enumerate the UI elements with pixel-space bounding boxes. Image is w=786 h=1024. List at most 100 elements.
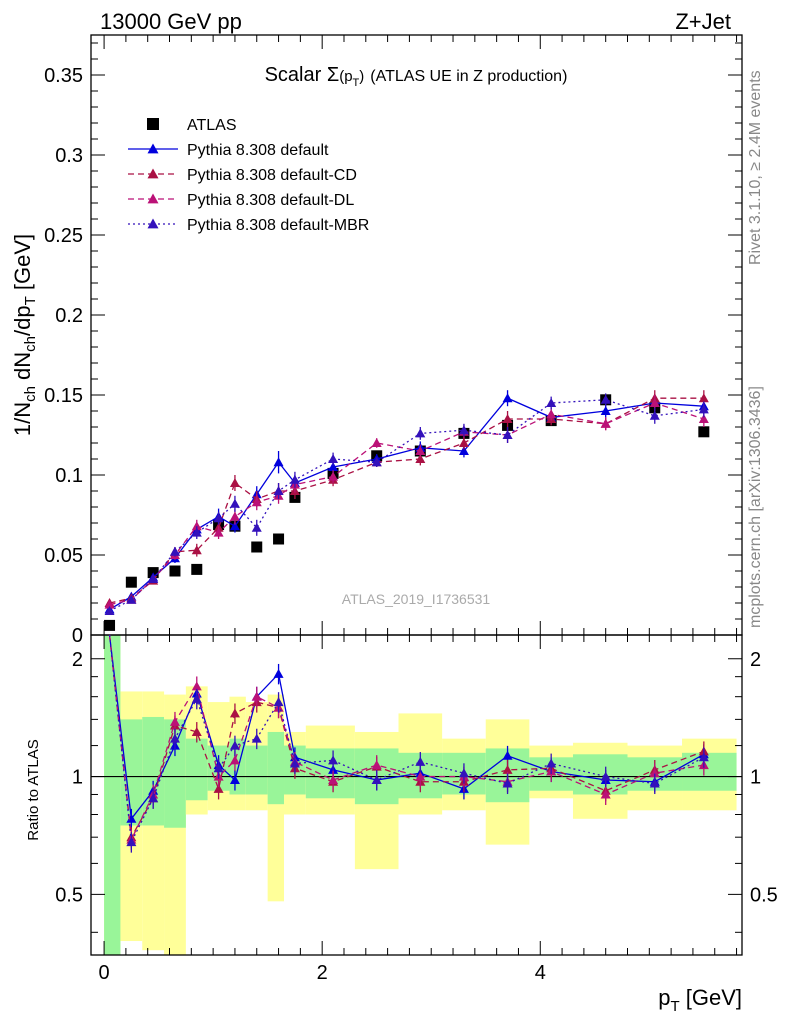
series-marker (546, 409, 557, 419)
y-tick-label: 0.35 (44, 65, 83, 87)
series-marker (502, 414, 513, 423)
series-marker (229, 511, 240, 521)
legend-entry: Pythia 8.308 default-MBR (187, 217, 369, 234)
series-marker (229, 478, 240, 487)
series-marker (415, 428, 426, 438)
series-marker (415, 446, 426, 455)
ratio-marker (229, 774, 240, 784)
ratio-band-green (120, 719, 143, 826)
ratio-marker (371, 774, 382, 784)
series-marker (328, 471, 339, 481)
ratio-band-green (164, 719, 186, 828)
ratio-marker (458, 768, 469, 778)
series-marker (328, 454, 339, 463)
ratio-marker (251, 691, 262, 701)
y-tick-label: 0 (72, 625, 83, 647)
series-line-main (109, 399, 704, 612)
series-marker (273, 457, 284, 467)
ratio-marker (502, 764, 513, 774)
series-marker (502, 393, 513, 403)
series-marker (191, 527, 202, 537)
ratio-marker (546, 758, 557, 768)
series-marker (698, 404, 709, 414)
atlas-data-point (125, 576, 137, 588)
ratio-marker (328, 755, 339, 765)
ratio-marker (600, 771, 611, 781)
ratio-band-green (572, 754, 628, 795)
series-marker (148, 574, 159, 583)
series-marker (458, 446, 469, 455)
ratio-marker (191, 726, 202, 736)
ratio-tick-label-right: 0.5 (750, 884, 778, 906)
ratio-marker (502, 778, 513, 788)
series-marker (251, 497, 262, 507)
ratio-marker (502, 750, 513, 760)
series-marker (126, 594, 137, 604)
analysis-watermark: ATLAS_2019_I1736531 (342, 591, 491, 607)
ratio-uncertainty-bands (91, 635, 742, 955)
series-marker (415, 454, 426, 463)
series-marker (458, 425, 469, 435)
ratio-marker (169, 716, 180, 726)
title-rest: (ATLAS UE in Z production) (370, 68, 567, 85)
series-marker (229, 498, 240, 508)
series-marker (546, 398, 557, 407)
ratio-tick-label: 2 (72, 649, 83, 671)
ratio-axes: 0.5 0.5 1 1 2 2 0 2 4 (55, 635, 778, 984)
atlas-data-point (191, 563, 203, 575)
ratio-tick-label: 0.5 (55, 884, 83, 906)
legend-marker (147, 218, 159, 229)
series-marker (371, 438, 382, 447)
ratio-band-green (185, 738, 208, 801)
series-marker (371, 457, 382, 467)
series-marker (698, 393, 709, 403)
legend-entry: Pythia 8.308 default-DL (187, 192, 354, 209)
ratio-marker (289, 758, 300, 768)
ratio-marker (229, 755, 240, 765)
main-series (104, 390, 710, 631)
ratio-band-green (682, 752, 737, 791)
atlas-data-point (698, 426, 710, 438)
ratio-marker (213, 763, 224, 773)
header-right-label: Z+Jet (675, 9, 731, 34)
x-axis-label: pT [GeV] (658, 985, 742, 1015)
ratio-marker (169, 733, 180, 743)
ratio-tick-label: 1 (72, 767, 83, 789)
ratio-band-green (104, 635, 121, 955)
ratio-marker (415, 771, 426, 781)
legend-marker (147, 168, 159, 179)
series-marker (213, 513, 224, 523)
main-axes: 0 0.05 0.1 0.15 0.2 0.25 0.3 0.35 (44, 35, 742, 647)
y-tick-label: 0.15 (44, 385, 83, 407)
ratio-marker (251, 733, 262, 743)
x-tick-label: 4 (535, 962, 546, 984)
ratio-marker (273, 697, 284, 707)
series-marker (649, 410, 660, 420)
y-tick-label: 0.25 (44, 225, 83, 247)
ratio-y-axis-label: Ratio to ATLAS (25, 739, 42, 840)
ratio-marker (415, 756, 426, 766)
ratio-marker (273, 668, 284, 678)
plot-title: Scalar Σ(pT) (ATLAS UE in Z production) (265, 64, 568, 89)
ratio-marker (229, 740, 240, 750)
x-tick-label: 2 (317, 962, 328, 984)
ratio-marker (213, 783, 224, 793)
y-tick-label: 0.05 (44, 545, 83, 567)
title-main: Scalar Σ (265, 64, 340, 86)
ratio-marker (148, 793, 159, 803)
ratio-marker (191, 693, 202, 703)
series-marker (229, 521, 240, 531)
mcplots-label: mcplots.cern.ch [arXiv:1306.3436] (747, 386, 764, 628)
series-marker (191, 545, 202, 555)
ratio-marker (328, 774, 339, 784)
rivet-version-label: Rivet 3.1.10, ≥ 2.4M events (747, 70, 764, 265)
ratio-band-green (245, 745, 268, 795)
ratio-marker (371, 760, 382, 770)
y-tick-label: 0.3 (55, 145, 83, 167)
ratio-plot-frame (90, 634, 743, 956)
legend-marker (147, 143, 159, 154)
legend-marker (147, 193, 159, 204)
series-marker (251, 522, 262, 532)
ratio-marker (698, 752, 709, 762)
title-close: ) (359, 68, 364, 85)
